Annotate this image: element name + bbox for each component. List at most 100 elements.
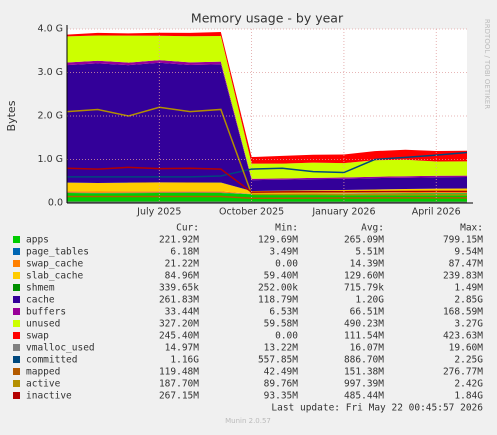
legend-swatch xyxy=(13,332,20,339)
stat-value: 84.96M xyxy=(165,271,200,282)
x-tick-label: October 2025 xyxy=(219,207,284,218)
legend-swatch xyxy=(13,296,20,303)
stat-value: 87.47M xyxy=(449,259,484,270)
legend-label: vmalloc_used xyxy=(26,343,95,354)
stat-value: 129.69M xyxy=(258,235,298,246)
stat-value: 252.00k xyxy=(258,283,298,294)
legend-swatch xyxy=(13,368,20,375)
stat-value: 245.40M xyxy=(159,331,199,342)
legend-swatch xyxy=(13,236,20,243)
stats-header: Avg: xyxy=(361,223,384,234)
stat-value: 1.84G xyxy=(454,391,483,402)
legend-swatch xyxy=(13,272,20,279)
stat-value: 6.53M xyxy=(269,307,298,318)
stat-value: 1.20G xyxy=(355,295,384,306)
stat-value: 265.09M xyxy=(344,235,384,246)
stat-value: 485.44M xyxy=(344,391,384,402)
stat-value: 1.16G xyxy=(170,355,199,366)
legend-swatch xyxy=(13,248,20,255)
stat-value: 89.76M xyxy=(264,379,299,390)
legend-swatch xyxy=(13,260,20,267)
stat-value: 261.83M xyxy=(159,295,199,306)
legend-swatch xyxy=(13,392,20,399)
legend-label: unused xyxy=(26,319,60,330)
chart-title: Memory usage - by year xyxy=(191,11,344,26)
y-tick-label: 4.0 G xyxy=(38,24,64,35)
stat-value: 14.39M xyxy=(350,259,385,270)
stat-value: 187.70M xyxy=(159,379,199,390)
legend-swatch xyxy=(13,344,20,351)
legend-swatch xyxy=(13,320,20,327)
stat-value: 2.25G xyxy=(454,355,483,366)
stat-value: 93.35M xyxy=(264,391,299,402)
legend-label: committed xyxy=(26,355,77,366)
stat-value: 799.15M xyxy=(443,235,483,246)
stats-header: Cur: xyxy=(176,223,199,234)
legend-label: swap_cache xyxy=(26,259,83,270)
legend-label: buffers xyxy=(26,307,66,318)
legend-label: page_tables xyxy=(26,247,89,258)
stat-value: 66.51M xyxy=(350,307,385,318)
legend-label: cache xyxy=(26,295,55,306)
y-tick-label: 0.0 xyxy=(48,198,63,209)
stat-value: 886.70M xyxy=(344,355,384,366)
stat-value: 2.42G xyxy=(454,379,483,390)
stat-value: 2.85G xyxy=(454,295,483,306)
stat-value: 16.07M xyxy=(350,343,385,354)
stat-value: 423.63M xyxy=(443,331,483,342)
legend-swatch xyxy=(13,380,20,387)
legend-label: slab_cache xyxy=(26,271,83,282)
stat-value: 3.49M xyxy=(269,247,298,258)
x-tick-label: April 2026 xyxy=(412,207,461,218)
y-axis-label: Bytes xyxy=(5,100,18,131)
y-tick-label: 1.0 G xyxy=(38,154,64,165)
legend-swatch xyxy=(13,356,20,363)
stats-header: Min: xyxy=(275,223,298,234)
y-tick-label: 2.0 G xyxy=(38,111,64,122)
stat-value: 33.44M xyxy=(165,307,200,318)
stat-value: 221.92M xyxy=(159,235,199,246)
legend-label: apps xyxy=(26,235,49,246)
y-tick-label: 3.0 G xyxy=(38,67,64,78)
stat-value: 118.79M xyxy=(258,295,298,306)
stat-value: 111.54M xyxy=(344,331,384,342)
stat-value: 21.22M xyxy=(165,259,200,270)
stat-value: 997.39M xyxy=(344,379,384,390)
stat-value: 6.18M xyxy=(170,247,199,258)
stat-value: 715.79k xyxy=(344,283,384,294)
stat-value: 151.38M xyxy=(344,367,384,378)
legend-label: active xyxy=(26,379,61,390)
x-tick-label: July 2025 xyxy=(136,207,181,218)
stat-value: 327.20M xyxy=(159,319,199,330)
legend-swatch xyxy=(13,284,20,291)
stat-value: 59.40M xyxy=(264,271,299,282)
stat-value: 129.60M xyxy=(344,271,384,282)
stat-value: 119.48M xyxy=(159,367,199,378)
stat-value: 0.00 xyxy=(275,331,298,342)
stat-value: 5.51M xyxy=(355,247,384,258)
stat-value: 276.77M xyxy=(443,367,483,378)
stat-value: 267.15M xyxy=(159,391,199,402)
stat-value: 557.85M xyxy=(258,355,298,366)
stat-value: 19.60M xyxy=(449,343,484,354)
stat-value: 59.58M xyxy=(264,319,299,330)
last-update: Last update: Fri May 22 00:45:57 2026 xyxy=(271,403,483,414)
stats-header: Max: xyxy=(460,223,483,234)
footer: Munin 2.0.57 xyxy=(225,417,271,425)
stat-value: 3.27G xyxy=(454,319,483,330)
legend-label: swap xyxy=(26,331,49,342)
stat-value: 9.54M xyxy=(454,247,483,258)
stat-value: 168.59M xyxy=(443,307,483,318)
stat-value: 0.00 xyxy=(275,259,298,270)
stat-value: 1.49M xyxy=(454,283,483,294)
legend-label: shmem xyxy=(26,283,55,294)
legend-label: mapped xyxy=(26,367,60,378)
stat-value: 339.65k xyxy=(159,283,199,294)
stat-value: 14.97M xyxy=(165,343,200,354)
stat-value: 490.23M xyxy=(344,319,384,330)
legend-swatch xyxy=(13,308,20,315)
side-note: RRDTOOL / TOBI OETIKER xyxy=(483,19,491,109)
stat-value: 239.83M xyxy=(443,271,483,282)
